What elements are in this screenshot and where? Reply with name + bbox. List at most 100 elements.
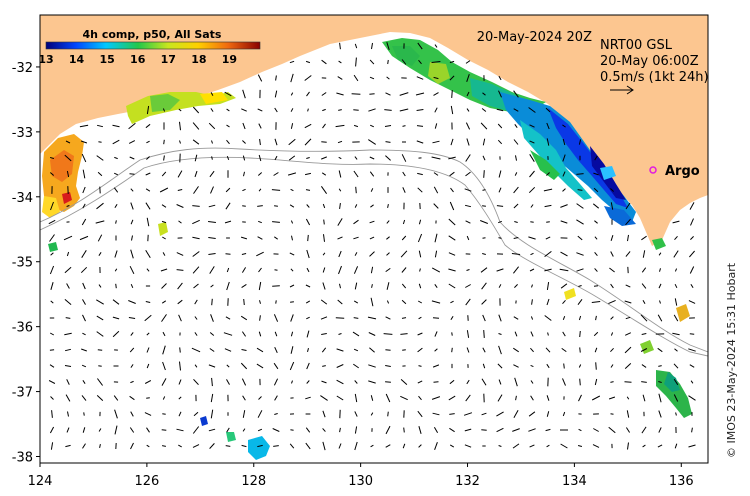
current-vector	[417, 347, 423, 353]
current-vector	[114, 425, 118, 435]
current-vector	[529, 124, 535, 128]
current-vector	[592, 444, 600, 448]
current-vector	[210, 186, 214, 194]
current-vector	[257, 428, 263, 432]
current-vector	[226, 156, 230, 160]
current-vector	[576, 219, 584, 225]
current-vector	[225, 202, 231, 210]
current-vector	[591, 395, 601, 401]
current-vector	[50, 252, 54, 256]
current-vector	[433, 186, 439, 194]
current-vector	[449, 379, 455, 385]
current-vector	[272, 428, 280, 432]
current-vector	[192, 139, 200, 145]
current-vector	[179, 140, 181, 144]
current-vector	[640, 348, 648, 352]
current-vector	[465, 220, 471, 224]
current-vector	[321, 333, 327, 335]
current-vector	[578, 139, 582, 145]
current-vector	[271, 189, 281, 191]
current-vector	[243, 298, 245, 306]
current-vector	[480, 122, 488, 130]
current-vector	[562, 154, 566, 162]
current-vector	[306, 267, 310, 273]
current-vector	[513, 266, 519, 274]
current-vector	[674, 443, 678, 449]
current-vector	[353, 236, 359, 240]
current-vector	[305, 396, 311, 400]
current-vector	[322, 203, 326, 209]
current-vector	[514, 172, 518, 176]
current-vector	[209, 332, 215, 336]
x-axis: 124 126 128 130 132 134 136	[28, 463, 694, 489]
current-vector	[130, 202, 134, 210]
current-vector	[209, 443, 215, 449]
current-vector	[559, 268, 569, 272]
current-vector	[130, 332, 134, 336]
current-vector	[193, 186, 199, 194]
current-vector	[210, 393, 214, 403]
current-vector	[371, 42, 373, 50]
current-vector	[49, 364, 55, 368]
current-vector	[353, 300, 359, 304]
scale-label: 0.5m/s (1kt 24h)	[600, 70, 709, 85]
current-vector	[624, 300, 632, 304]
current-vector	[545, 107, 551, 113]
current-vector	[241, 349, 247, 351]
scale-arrow	[610, 85, 634, 95]
current-vector	[448, 252, 456, 256]
current-vector	[418, 283, 422, 289]
current-vector	[690, 380, 694, 384]
current-vector	[562, 171, 566, 177]
current-vector	[307, 108, 309, 112]
current-vector	[129, 395, 135, 401]
current-vector	[450, 300, 454, 304]
current-vector	[451, 90, 453, 98]
current-vector	[690, 283, 694, 289]
current-vector	[258, 123, 262, 129]
current-vector	[530, 395, 534, 401]
current-vector	[112, 330, 120, 338]
current-vector	[368, 139, 376, 145]
current-vector	[529, 268, 535, 272]
current-vector	[322, 428, 326, 432]
current-vector	[306, 330, 310, 338]
current-vector	[465, 60, 471, 64]
colorbar-tick-label: 15	[99, 53, 114, 66]
current-vector	[497, 123, 503, 129]
current-vector	[338, 170, 342, 178]
current-vector	[450, 187, 454, 193]
current-vector	[625, 316, 631, 320]
current-vector	[625, 202, 631, 210]
current-vector	[304, 138, 312, 146]
current-vector	[450, 105, 454, 115]
current-vector	[402, 443, 406, 449]
current-vector	[383, 333, 393, 335]
current-vector	[65, 394, 71, 402]
current-vector	[591, 301, 601, 303]
current-vector	[113, 187, 119, 193]
current-vector	[402, 171, 406, 177]
current-vector	[481, 412, 487, 416]
current-vector	[241, 331, 247, 337]
current-vector	[338, 250, 342, 258]
current-vector	[241, 267, 247, 273]
current-vector	[658, 393, 662, 403]
current-vector	[434, 123, 438, 129]
current-vector	[498, 187, 502, 193]
current-vector	[463, 412, 473, 416]
current-vector	[144, 314, 152, 322]
current-vector	[241, 378, 247, 386]
current-vector	[210, 314, 214, 322]
current-vector	[449, 75, 455, 81]
current-vector	[306, 316, 310, 320]
current-vector	[466, 379, 470, 385]
y-tick-label: -35	[12, 256, 33, 271]
current-vector	[179, 347, 181, 353]
current-vector	[625, 251, 631, 257]
current-vector	[64, 154, 72, 162]
current-vector	[81, 395, 87, 401]
current-vector	[451, 332, 453, 336]
current-vector	[369, 236, 375, 240]
argo-float-marker[interactable]	[649, 166, 657, 174]
